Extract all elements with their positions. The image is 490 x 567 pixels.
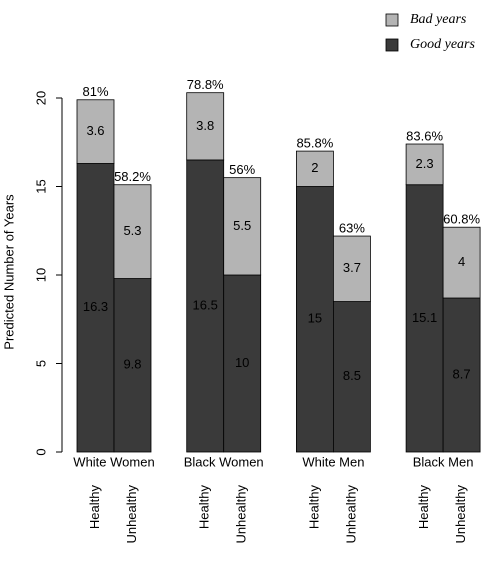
legend-label: Bad years [410,12,467,27]
data-label: 2 [311,160,318,175]
x-tick-label: Healthy [306,485,321,530]
bar-segment [223,177,262,276]
bar-segment [332,301,371,453]
share-label: 56% [229,162,255,177]
y-axis-label: Predicted Number of Years [1,194,16,350]
y-tick-label: 20 [33,91,48,105]
bar-segment [442,226,481,299]
bar-segment [295,150,334,187]
data-label: 8.7 [453,366,471,381]
bar-segment [76,99,115,164]
share-label: 63% [339,220,365,235]
data-label: 3.6 [86,123,104,138]
bar-segment [332,235,371,302]
bar-segment [113,278,152,453]
data-label: 3.7 [343,260,361,275]
y-tick-label: 10 [33,268,48,282]
share-label: 81% [82,84,108,99]
data-label: 16.5 [193,297,218,312]
data-label: 4 [458,254,465,269]
y-tick-label: 0 [33,448,48,455]
x-tick-label: Healthy [87,485,102,530]
bar-segment [405,184,444,453]
x-tick-label: Unhealthy [343,485,358,544]
data-label: 16.3 [83,299,108,314]
bar-segment [113,184,152,279]
data-label: 15.1 [412,310,437,325]
bar-segment [186,159,225,453]
share-label: 60.8% [443,212,480,227]
data-label: 3.8 [196,118,214,133]
group-label: White Women [73,454,154,469]
legend-swatch [385,13,399,27]
share-label: 85.8% [296,136,333,151]
data-label: 8.5 [343,368,361,383]
share-label: 83.6% [406,128,443,143]
legend-swatch [385,38,399,52]
bar-segment [186,92,225,161]
group-label: Black Men [413,454,474,469]
bar-segment [295,186,334,453]
bar-segment [76,163,115,453]
data-label: 15 [308,311,322,326]
group-label: White Men [302,454,364,469]
data-label: 10 [235,355,249,370]
data-label: 9.8 [123,357,141,372]
bar-segment [405,143,444,186]
legend-label: Good years [410,37,475,52]
group-label: Black Women [184,454,264,469]
x-tick-label: Healthy [416,485,431,530]
share-label: 58.2% [114,169,151,184]
x-tick-label: Healthy [197,485,212,530]
bar-segment [442,297,481,453]
x-tick-label: Unhealthy [453,485,468,544]
bar-segment [223,274,262,453]
data-label: 5.3 [123,223,141,238]
y-tick-label: 15 [33,179,48,193]
x-tick-label: Unhealthy [124,485,139,544]
y-tick-label: 5 [33,360,48,367]
data-label: 5.5 [233,218,251,233]
share-label: 78.8% [187,77,224,92]
x-tick-label: Unhealthy [234,485,249,544]
data-label: 2.3 [416,156,434,171]
